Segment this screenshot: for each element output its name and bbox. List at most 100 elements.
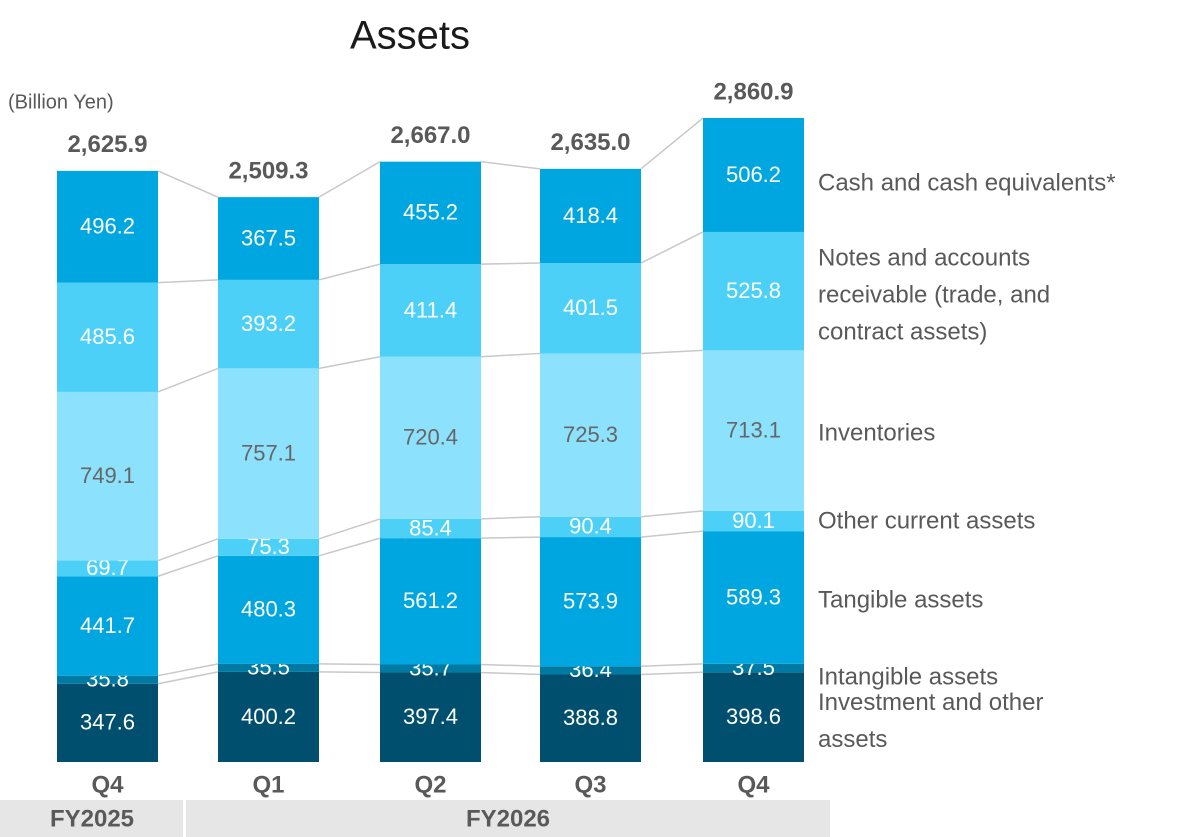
connector [640, 671, 704, 676]
unit-label: (Billion Yen) [8, 91, 114, 113]
connector [480, 671, 541, 676]
bar-segment [218, 555, 319, 664]
connector [157, 555, 219, 577]
legend-label: Cash and cash equivalents* [818, 169, 1116, 197]
value-label: 455.2 [403, 200, 458, 225]
group-label: FY2025 [50, 805, 134, 832]
bar-segment [218, 538, 319, 556]
connector [480, 160, 541, 170]
bar-segment [380, 672, 481, 762]
total-label: 2,625.9 [67, 131, 147, 158]
bar-segment [218, 671, 319, 762]
connector [640, 530, 704, 538]
connector [157, 671, 219, 685]
legend-label: Inventories [818, 419, 936, 447]
connector [157, 170, 219, 198]
bar-segment [380, 664, 481, 673]
value-label: 90.1 [732, 508, 775, 533]
legend-label: Tangible assets [818, 586, 984, 614]
value-label: 367.5 [241, 225, 296, 250]
bar-segment [380, 356, 481, 519]
value-label: 411.4 [404, 297, 457, 322]
value-label: 388.8 [563, 705, 618, 730]
connector [480, 515, 541, 520]
value-label: 485.6 [80, 324, 135, 349]
bar-segment [703, 118, 804, 232]
bar-segment [703, 531, 804, 664]
bar-segment [703, 663, 804, 673]
connector [157, 367, 219, 393]
connector [480, 536, 541, 539]
x-tick-label: Q4 [737, 771, 770, 798]
bar-segment [380, 518, 481, 539]
value-label: 441.7 [80, 613, 135, 638]
bar-segment [703, 672, 804, 762]
bar-segment [703, 350, 804, 511]
value-label: 561.2 [403, 588, 458, 613]
value-label: 720.4 [403, 425, 458, 450]
connector [157, 538, 219, 562]
connector [640, 510, 704, 518]
value-label: 85.4 [409, 515, 452, 540]
connector [157, 279, 219, 284]
bar-segment [57, 560, 158, 577]
bar-segment [380, 264, 481, 357]
value-label: 393.2 [241, 311, 296, 336]
bar-segment [57, 683, 158, 762]
value-label: 757.1 [241, 440, 296, 465]
bar-segment [57, 282, 158, 392]
connector [640, 349, 704, 355]
bar-segment [540, 674, 641, 762]
bar-segment [218, 368, 319, 539]
value-label: 398.6 [726, 704, 781, 729]
connector [480, 262, 541, 265]
connector [318, 356, 381, 370]
value-label: 480.3 [241, 597, 296, 622]
bar-segment [57, 170, 158, 283]
connector [318, 671, 381, 674]
value-label: 589.3 [726, 584, 781, 609]
bar-segment [540, 353, 641, 517]
legend-label: Investment and other assets [818, 689, 1044, 753]
legend-label: Intangible assets [818, 663, 999, 691]
value-label: 418.4 [563, 203, 618, 228]
x-tick-label: Q2 [414, 771, 446, 798]
bar-segment [540, 666, 641, 675]
connector [318, 663, 381, 666]
group-band [0, 800, 183, 837]
bar-segment [703, 231, 804, 351]
connector [640, 117, 704, 170]
total-label: 2,860.9 [713, 78, 793, 105]
total-label: 2,635.0 [550, 129, 630, 156]
bar-segment [218, 197, 319, 280]
total-label: 2,509.3 [228, 157, 308, 184]
connector [318, 263, 381, 281]
connector [480, 352, 541, 358]
bar-segment [540, 263, 641, 354]
group-band [186, 800, 830, 837]
bar-segment [57, 675, 158, 684]
bar-segment [540, 516, 641, 538]
x-tick-label: Q3 [574, 771, 606, 798]
connector [640, 663, 704, 668]
bar-segment [540, 168, 641, 264]
value-label: 573.9 [563, 588, 618, 613]
legend-label: Other current assets [818, 507, 1036, 535]
bar-segment [380, 538, 481, 665]
chart-title: Assets [350, 14, 470, 58]
legend-label: Notes and accounts receivable (trade, an… [818, 244, 1051, 346]
connector [480, 663, 541, 668]
bar-segment [218, 279, 319, 369]
bar-segment [703, 510, 804, 532]
value-label: 725.3 [563, 422, 618, 447]
value-label: 400.2 [241, 704, 296, 729]
bar-segment [57, 576, 158, 676]
value-label: 347.6 [80, 710, 135, 735]
value-label: 749.1 [80, 463, 135, 488]
connector [640, 231, 704, 264]
bar-segment [218, 663, 319, 672]
bar-segment [57, 391, 158, 561]
total-label: 2,667.0 [390, 122, 470, 149]
